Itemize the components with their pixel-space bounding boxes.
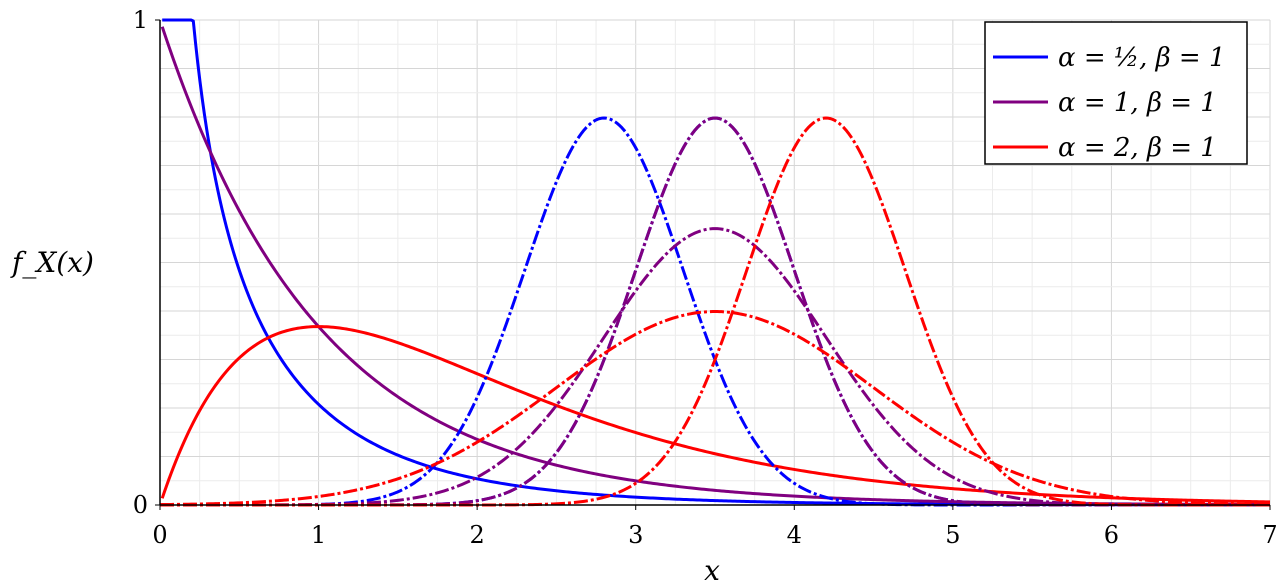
legend-label-2: α = 1, β = 1 <box>1058 88 1217 118</box>
legend-label-1: α = ½, β = 1 <box>1058 43 1226 73</box>
series-line-9 <box>159 310 1271 507</box>
x-tick-label: 4 <box>787 521 802 549</box>
legend: α = ½, β = 1 α = 1, β = 1 α = 2, β = 1 <box>984 21 1248 165</box>
legend-box <box>984 21 1248 165</box>
x-axis-label: x <box>704 554 720 587</box>
y-axis-label: f_X(x) <box>10 246 94 279</box>
x-tick-label: 2 <box>470 521 485 549</box>
x-tick-label: 7 <box>1262 521 1277 549</box>
x-ticks: 0 1 2 3 4 5 6 7 <box>152 505 1278 549</box>
x-tick-label: 6 <box>1104 521 1119 549</box>
y-tick-label: 0 <box>133 491 148 519</box>
x-tick-label: 1 <box>311 521 326 549</box>
series-line-3 <box>160 325 1271 504</box>
x-tick-label: 3 <box>628 521 643 549</box>
x-tick-label: 5 <box>945 521 960 549</box>
legend-label-3: α = 2, β = 1 <box>1058 133 1217 163</box>
axes <box>159 20 1270 506</box>
y-tick-label: 1 <box>133 6 148 34</box>
y-ticks: 01 <box>133 6 160 519</box>
x-tick-label: 0 <box>152 521 167 549</box>
